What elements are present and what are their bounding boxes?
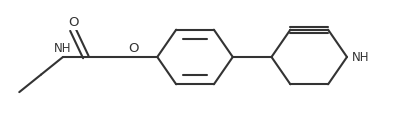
Text: NH: NH: [352, 51, 370, 64]
Text: O: O: [128, 41, 139, 54]
Text: NH: NH: [54, 41, 72, 54]
Text: O: O: [69, 16, 79, 29]
